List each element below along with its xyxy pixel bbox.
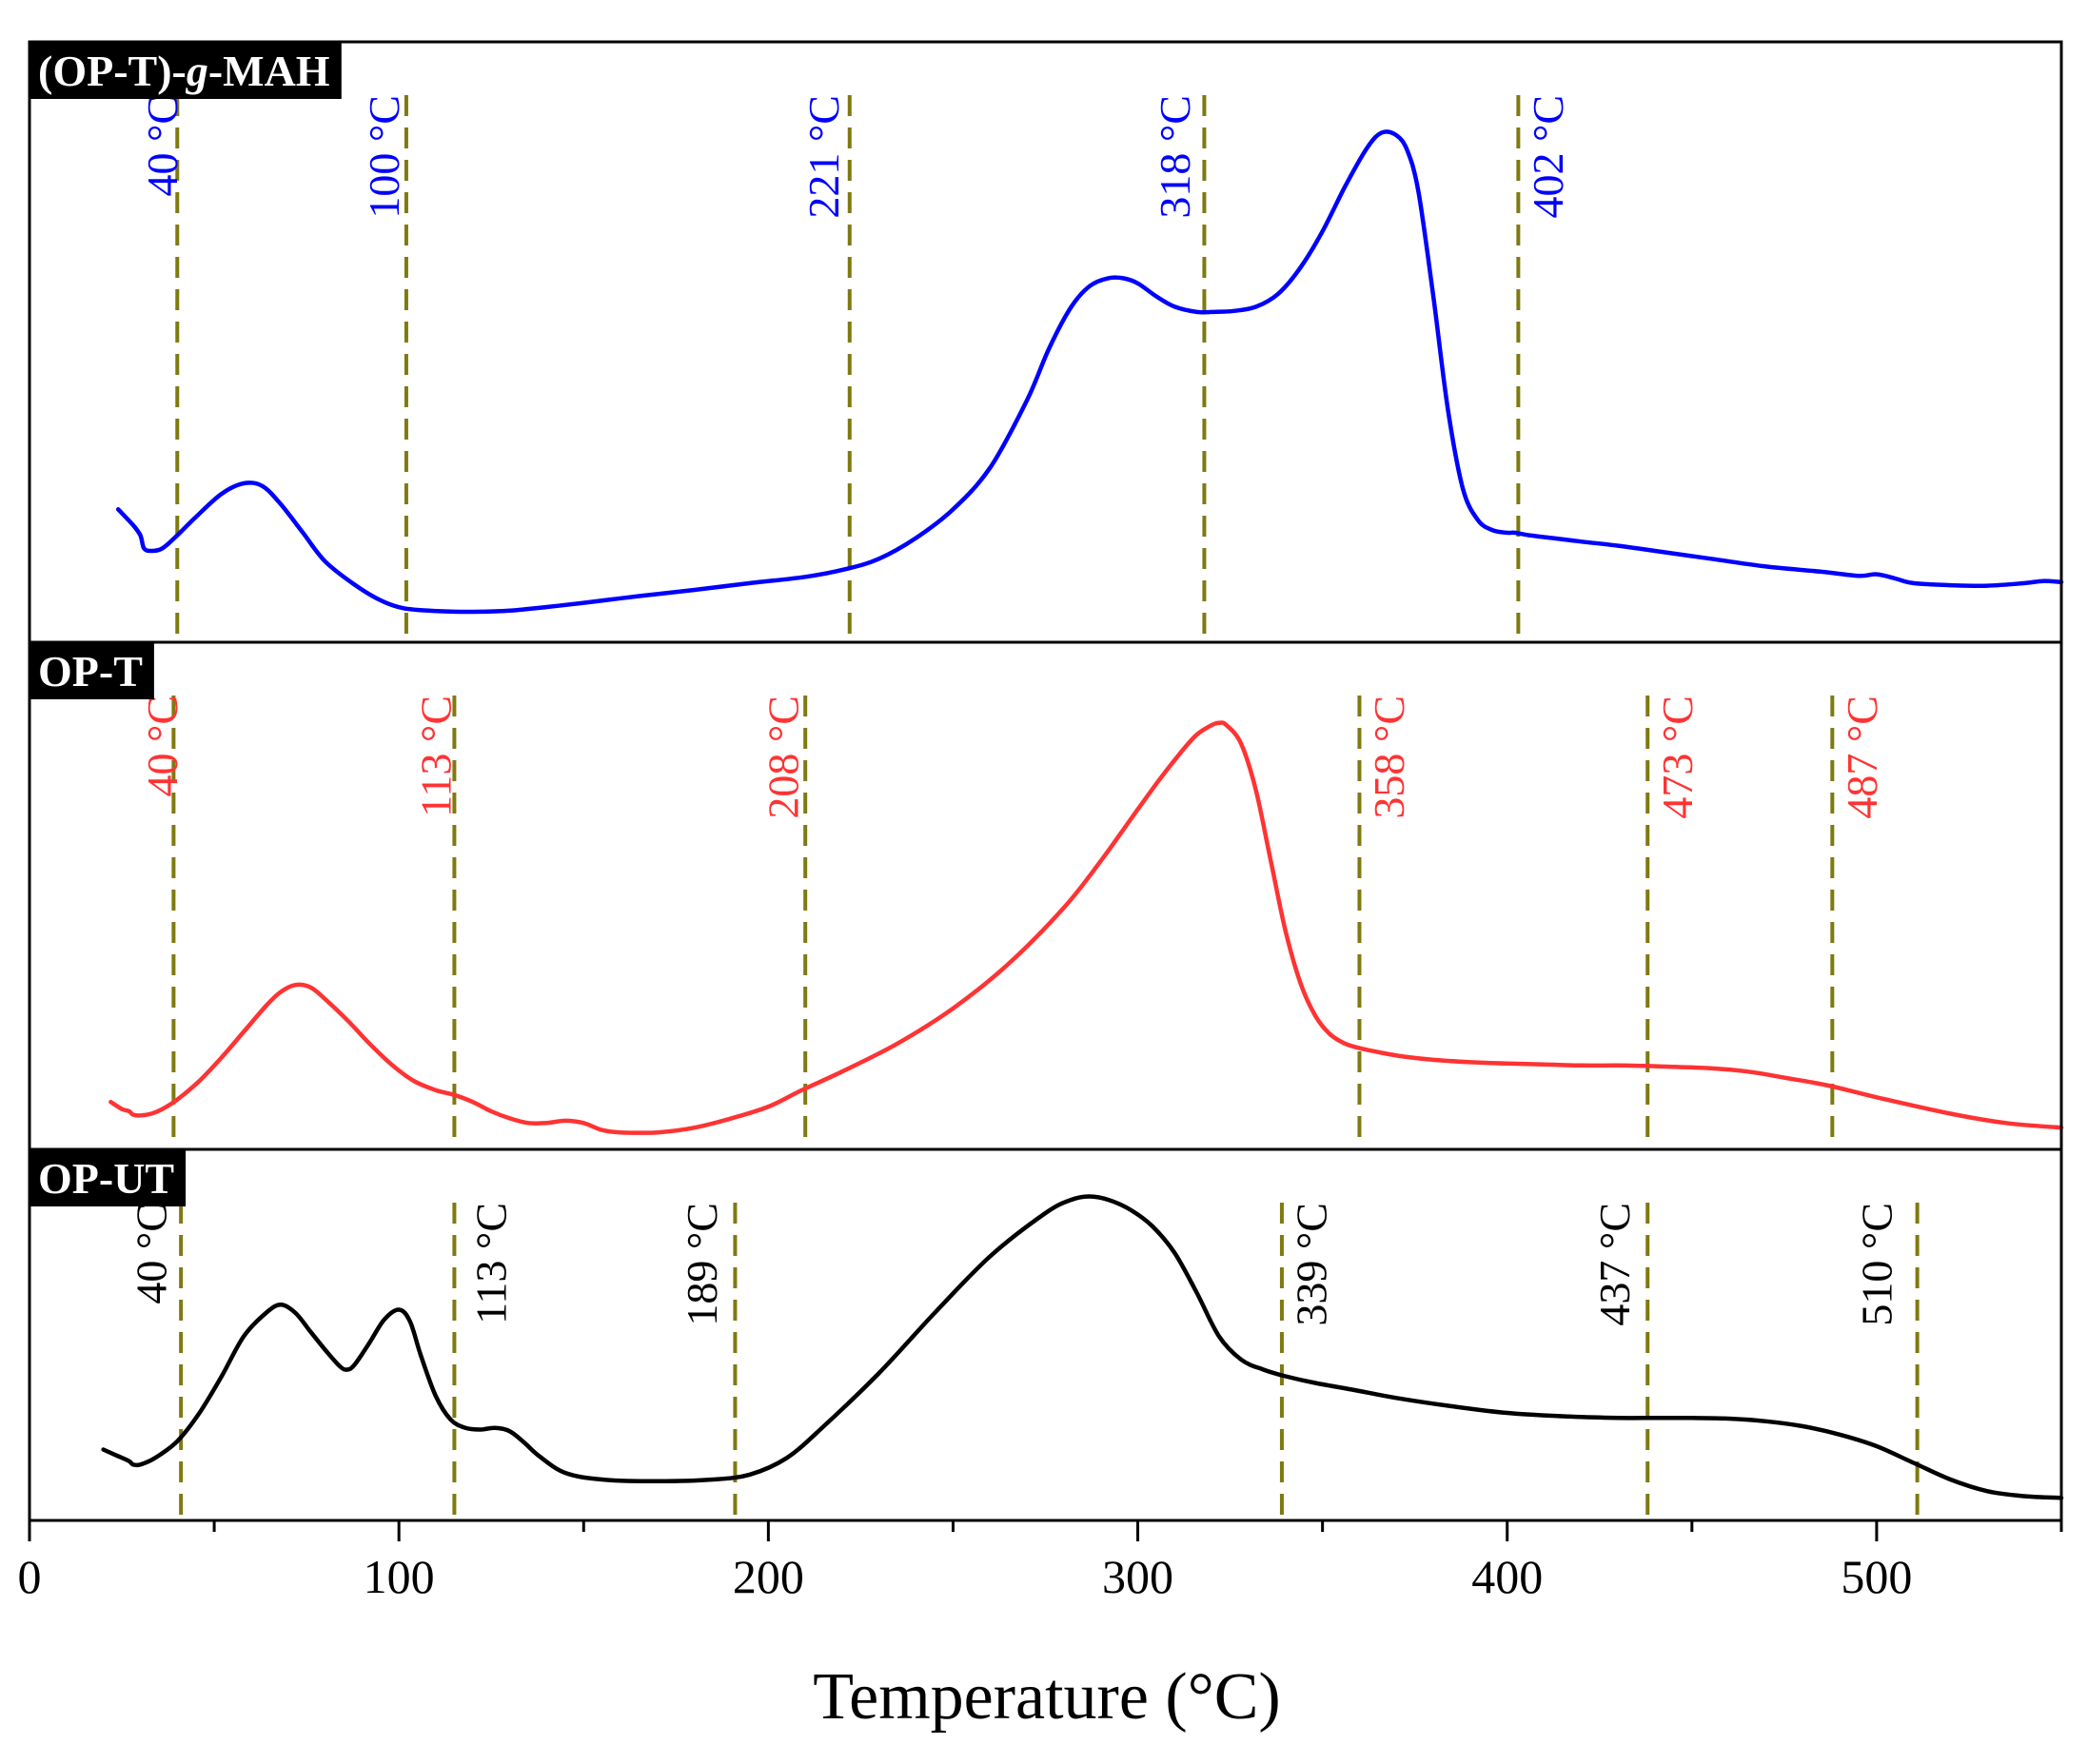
panel-label-op-t-g-mah: (OP-T)-g-MAH: [30, 42, 342, 99]
series-line-op-t: [108, 720, 2064, 1135]
temp-label-op-ut-511: 510 °C: [1852, 1203, 1901, 1326]
x-tick-label-300: 300: [1102, 1550, 1173, 1603]
x-tick-label-500: 500: [1841, 1550, 1912, 1603]
panel-label-op-ut: OP-UT: [30, 1149, 187, 1206]
temp-label-op-ut-339: 339 °C: [1288, 1203, 1336, 1326]
panel-label-bg: [30, 1149, 187, 1206]
series-line-op-t-g-mah: [115, 129, 2064, 615]
temp-label-op-t-360: 358 °C: [1365, 696, 1413, 819]
panel-label-bg: [30, 642, 154, 699]
temp-label-op-t-g-mah-318: 318 °C: [1151, 95, 1199, 219]
temp-label-op-t-g-mah-403: 402 °C: [1524, 95, 1572, 219]
panel-label-part: -MAH: [208, 47, 330, 95]
panel-label-part: g: [186, 47, 208, 95]
temp-label-op-t-g-mah-102: 100 °C: [360, 95, 408, 219]
panel-label-part: (OP-T)-: [38, 47, 187, 95]
panel-label-text: OP-T: [38, 647, 143, 696]
temp-label-op-ut-115: 113 °C: [467, 1203, 516, 1324]
panel-label-part: OP-UT: [38, 1154, 174, 1203]
temp-label-op-t-210: 208 °C: [758, 696, 807, 819]
temp-label-op-t-488: 487 °C: [1838, 696, 1886, 819]
temp-label-op-ut-41: 40 °C: [128, 1203, 176, 1304]
temp-label-op-t-115: 113 °C: [412, 696, 461, 817]
temp-label-op-ut-191: 189 °C: [678, 1203, 726, 1326]
panel-label-text: (OP-T)-g-MAH: [38, 47, 330, 95]
temp-label-op-t-g-mah-40: 40 °C: [138, 95, 187, 197]
temp-label-op-t-g-mah-222: 221 °C: [799, 95, 848, 219]
series-line-op-ut: [101, 1194, 2064, 1500]
panel-label-op-t: OP-T: [30, 642, 154, 699]
panel-op-ut: 40 °C 113 °C 189 °C 339 °C 437 °C 510 °C OP-UT: [28, 1147, 2064, 1522]
x-tick-label-200: 200: [733, 1550, 804, 1603]
x-tick-label-400: 400: [1471, 1550, 1543, 1603]
x-axis-title: Temperature (°C): [813, 1660, 1280, 1734]
panel-label-bg: [30, 42, 342, 99]
temp-label-op-t-39: 40 °C: [138, 696, 187, 797]
panel-label-text: OP-UT: [38, 1154, 174, 1203]
panel-label-part: OP-T: [38, 647, 143, 696]
temp-label-op-t-438: 473 °C: [1653, 696, 1702, 819]
panel-frame-op-ut: [28, 1147, 2063, 1522]
x-tick-label-100: 100: [364, 1550, 435, 1603]
x-tick-label-0: 0: [18, 1550, 42, 1603]
temp-label-op-ut-438: 437 °C: [1590, 1203, 1639, 1326]
panel-op-t: 40 °C 113 °C 208 °C 358 °C 473 °C 487 °C OP-T: [28, 640, 2064, 1151]
panel-op-t-g-mah: 40 °C 100 °C 221 °C 318 °C 402 °C (OP-T)-g-MA…: [28, 40, 2064, 644]
